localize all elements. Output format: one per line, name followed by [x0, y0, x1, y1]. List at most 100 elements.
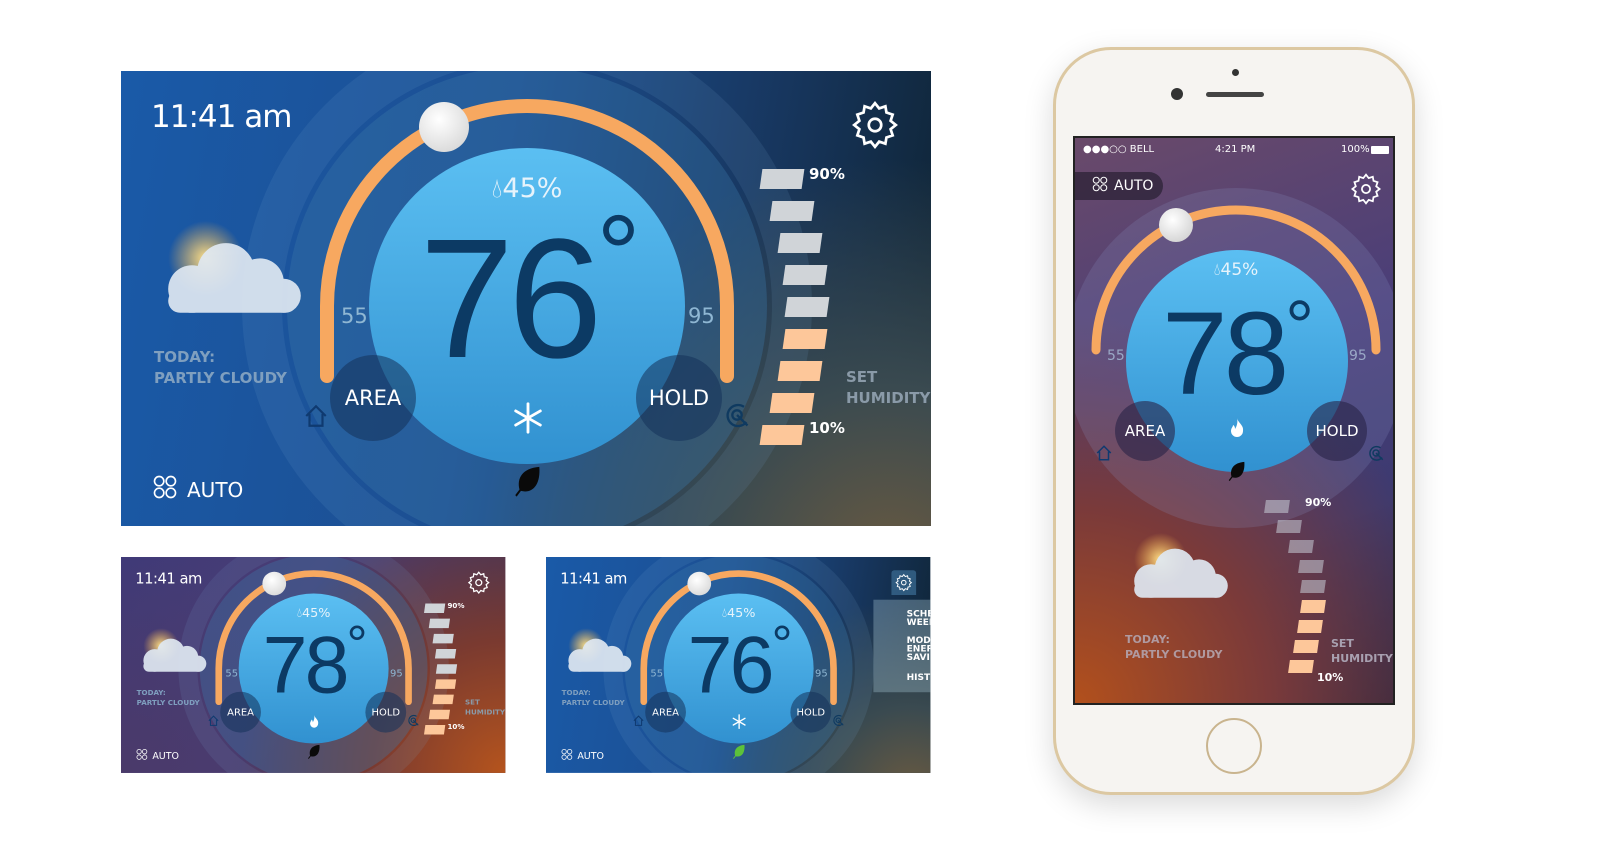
thermostat-panel-small-menu: 💧︎45% 76° 55 95 AREA HOLD 11:41 am TODAY… [546, 557, 931, 773]
flame-icon[interactable] [306, 714, 322, 732]
humidity-level-bar[interactable] [1287, 660, 1314, 673]
target-icon[interactable] [832, 714, 845, 729]
indoor-humidity: 💧︎45% [296, 605, 331, 621]
weather-partly-cloudy-icon [141, 221, 311, 327]
snowflake-icon[interactable] [731, 714, 747, 732]
temperature-knob[interactable] [262, 571, 287, 596]
settings-gear-icon[interactable] [849, 99, 901, 151]
temperature-arc[interactable] [1075, 138, 1395, 705]
speaker [1206, 92, 1264, 97]
humidity-level-bar[interactable] [782, 265, 828, 285]
humidity-level-bar[interactable] [432, 694, 454, 705]
fan-mode-button[interactable]: AUTO [135, 748, 179, 764]
fan-icon [560, 748, 573, 764]
humidity-level-bar[interactable] [777, 233, 823, 253]
fan-mode-button[interactable]: AUTO [1075, 172, 1163, 200]
settings-gear-icon[interactable] [891, 570, 917, 595]
humidity-level-bar[interactable] [1276, 520, 1303, 533]
humidity-level-bar[interactable] [1264, 500, 1290, 513]
humidity-level-bar[interactable] [435, 664, 458, 674]
flame-icon[interactable] [1225, 416, 1249, 444]
humidity-level-bar[interactable] [424, 603, 446, 613]
battery-icon [1371, 146, 1389, 154]
humidity-level-bar[interactable] [769, 393, 814, 413]
fan-mode-button[interactable]: AUTO [151, 473, 243, 506]
clock: 11:41 am [560, 570, 627, 588]
home-icon[interactable] [207, 715, 219, 729]
home-icon[interactable] [1095, 444, 1113, 466]
weather-forecast: TODAY: PARTLY CLOUDY [136, 688, 200, 707]
leaf-icon[interactable] [511, 464, 545, 502]
target-icon[interactable] [723, 401, 751, 433]
humidity-min-label: 10% [1317, 671, 1344, 684]
leaf-icon[interactable] [731, 743, 747, 761]
humidity-level-bar[interactable] [1297, 620, 1324, 633]
fan-mode-button[interactable]: AUTO [560, 748, 604, 764]
weather-partly-cloudy-icon [1115, 533, 1235, 609]
home-icon[interactable] [303, 403, 329, 433]
clock: 11:41 am [135, 570, 202, 588]
humidity-level-bar[interactable] [784, 297, 830, 317]
temperature-knob[interactable] [419, 102, 469, 152]
temperature-knob[interactable] [1159, 208, 1193, 242]
humidity-level-bar[interactable] [777, 361, 823, 381]
min-temperature: 55 [650, 667, 664, 679]
humidity-level-bar[interactable] [428, 709, 450, 720]
humidity-level-bar[interactable] [432, 633, 454, 644]
settings-gear-icon[interactable] [1349, 172, 1383, 206]
temperature-arc[interactable] [121, 71, 931, 526]
current-temperature: 78° [262, 614, 368, 711]
min-temperature: 55 [225, 667, 239, 679]
fan-icon [135, 748, 148, 764]
leaf-icon[interactable] [306, 743, 322, 761]
temperature-knob[interactable] [687, 571, 712, 596]
hold-button[interactable]: HOLD [790, 691, 832, 733]
fan-icon [1091, 175, 1109, 197]
humidity-level-bar[interactable] [759, 169, 805, 189]
area-button[interactable]: AREA [1115, 401, 1175, 461]
humidity-level-bar[interactable] [759, 425, 805, 445]
humidity-level-bar[interactable] [1297, 560, 1324, 573]
menu-item[interactable]: SCHEDULE:WEEK [906, 608, 931, 628]
humidity-level-bar[interactable] [1299, 600, 1326, 613]
area-button[interactable]: AREA [220, 691, 261, 733]
humidity-level-bar[interactable] [434, 679, 457, 689]
humidity-level-bar[interactable] [434, 649, 457, 659]
front-camera [1171, 88, 1183, 100]
area-button[interactable]: AREA [330, 355, 416, 441]
hold-button[interactable]: HOLD [365, 691, 407, 733]
humidity-max-label: 90% [809, 165, 845, 183]
fan-icon [151, 473, 179, 506]
area-button[interactable]: AREA [645, 691, 686, 733]
home-button[interactable] [1206, 718, 1262, 774]
humidity-level-bar[interactable] [769, 201, 814, 221]
menu-item[interactable]: HISTORY [906, 671, 931, 683]
max-temperature: 95 [815, 667, 828, 679]
humidity-min-label: 10% [809, 419, 845, 437]
humidity-level-bar[interactable] [424, 724, 446, 735]
humidity-level-bar[interactable] [782, 329, 828, 349]
humidity-min-label: 10% [447, 722, 465, 731]
target-icon[interactable] [407, 714, 420, 729]
max-temperature: 95 [688, 304, 715, 328]
leaf-icon[interactable] [1226, 460, 1248, 486]
current-temperature: 76° [419, 193, 640, 394]
humidity-level-bar[interactable] [1287, 540, 1314, 553]
weather-forecast: TODAY: PARTLY CLOUDY [154, 348, 287, 387]
temperature-arc[interactable] [546, 557, 930, 773]
hold-button[interactable]: HOLD [1307, 401, 1367, 461]
weather-forecast: TODAY: PARTLY CLOUDY [561, 688, 625, 707]
set-humidity-label: SET HUMIDITY [1331, 637, 1393, 665]
hold-button[interactable]: HOLD [636, 355, 722, 441]
temperature-arc[interactable] [121, 557, 505, 773]
snowflake-icon[interactable] [511, 401, 545, 439]
settings-gear-icon[interactable] [466, 570, 491, 595]
home-icon[interactable] [632, 715, 644, 729]
humidity-level-bar[interactable] [428, 618, 450, 629]
humidity-level-bar[interactable] [1299, 580, 1326, 593]
temperature-display-circle [238, 593, 389, 744]
target-icon[interactable] [1367, 444, 1385, 466]
humidity-level-bar[interactable] [1293, 640, 1320, 653]
